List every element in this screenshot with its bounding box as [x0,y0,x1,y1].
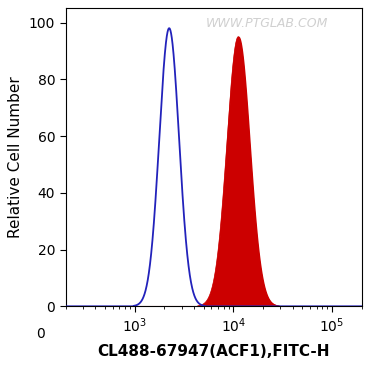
Text: 0: 0 [36,327,45,341]
Text: WWW.PTGLAB.COM: WWW.PTGLAB.COM [206,17,328,30]
X-axis label: CL488-67947(ACF1),FITC-H: CL488-67947(ACF1),FITC-H [97,344,330,359]
Y-axis label: Relative Cell Number: Relative Cell Number [9,76,23,238]
